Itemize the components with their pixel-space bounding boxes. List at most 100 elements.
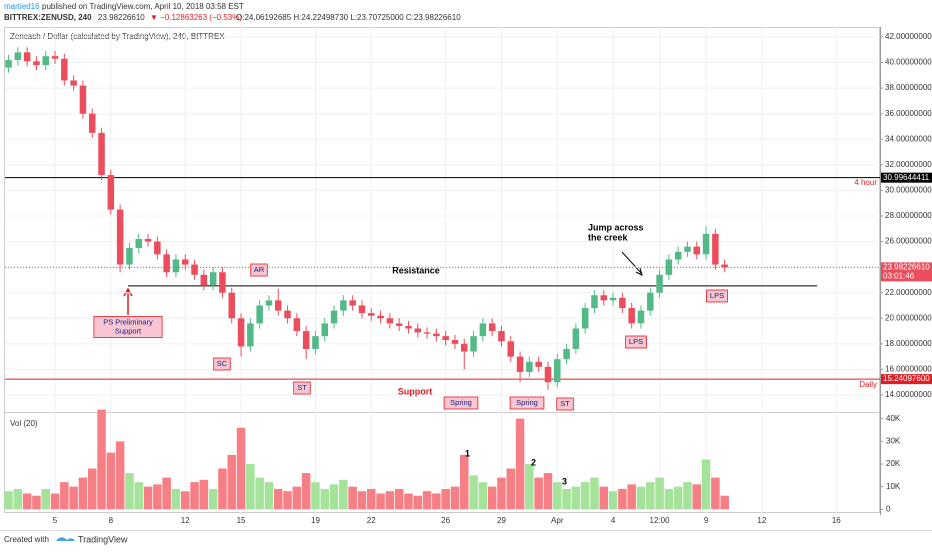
candle-body xyxy=(172,259,180,273)
candle-body xyxy=(600,295,608,301)
candle-body xyxy=(451,340,459,344)
annotation-box xyxy=(706,289,728,303)
y-tick-label: 36.00000000 xyxy=(885,109,932,118)
volume-bar xyxy=(255,477,264,510)
volume-bar xyxy=(525,464,534,510)
candle-body xyxy=(42,56,49,66)
candle-body xyxy=(572,328,580,349)
volume-bar xyxy=(571,486,581,510)
candle-body xyxy=(405,325,412,329)
candle-body xyxy=(702,233,710,255)
annotation-text: Spring xyxy=(516,398,538,407)
volume-bar xyxy=(329,484,339,510)
annotation-box xyxy=(293,381,311,395)
volume-bar xyxy=(283,491,292,510)
candle-body xyxy=(433,333,440,337)
candle-body xyxy=(647,292,654,311)
volume-bar xyxy=(301,473,311,510)
candle-body xyxy=(628,308,635,324)
volume-bar xyxy=(218,468,227,510)
volume-bar xyxy=(441,488,450,510)
y-tick-label: 22.00000000 xyxy=(885,288,932,297)
footer-created: Created with xyxy=(4,535,49,544)
candle-body xyxy=(181,259,189,265)
candle-body xyxy=(637,310,645,324)
candle-body xyxy=(386,318,394,324)
y-tick-label: 28.00000000 xyxy=(885,211,932,220)
candle-body xyxy=(293,318,301,332)
candle-body xyxy=(274,300,282,311)
volume-bar xyxy=(534,477,543,510)
volume-bar xyxy=(208,488,218,510)
candle-body xyxy=(526,361,533,372)
candle-body xyxy=(265,300,273,306)
x-tick-label: 12:00 xyxy=(650,516,671,525)
candle-body xyxy=(284,310,291,319)
footer-brand: TradingView xyxy=(78,534,128,544)
candle-body xyxy=(535,361,542,367)
candle-body xyxy=(228,292,236,319)
volume-bar xyxy=(227,454,237,510)
volume-bar xyxy=(720,495,729,510)
volume-bar xyxy=(4,491,13,510)
volume-bar xyxy=(422,491,432,510)
annotation-text: LPS xyxy=(629,337,643,346)
candle-body xyxy=(70,80,77,86)
y-tick-label: 42.00000000 xyxy=(885,32,932,41)
vol-tick-label: 40K xyxy=(886,414,901,423)
volume-bar xyxy=(171,488,181,510)
x-tick-label: 15 xyxy=(237,516,246,525)
candle-body xyxy=(423,332,431,334)
x-tick-label: 16 xyxy=(832,516,841,525)
x-tick-label: Apr xyxy=(551,516,564,525)
volume-bar xyxy=(50,493,60,510)
note-text: the creek xyxy=(588,232,629,242)
vol-tick-label: 20K xyxy=(886,459,901,468)
candle-body xyxy=(14,52,22,60)
candle-body xyxy=(674,251,682,260)
annotation-box xyxy=(556,397,574,411)
y-tick-label: 18.00000000 xyxy=(885,339,932,348)
volume-bar xyxy=(69,486,78,510)
annotation-text: ST xyxy=(297,383,307,392)
volume-bar xyxy=(41,488,50,510)
volume-bar xyxy=(115,441,125,510)
candle-body xyxy=(98,132,105,176)
volume-bar xyxy=(273,488,283,510)
candle-body xyxy=(247,323,254,347)
candle-body xyxy=(51,56,59,59)
volume-bar xyxy=(264,482,274,510)
candle-body xyxy=(414,328,422,333)
volume-bar xyxy=(692,484,702,510)
level-name: Daily xyxy=(859,380,877,389)
candle-body xyxy=(591,295,598,309)
candle-body xyxy=(116,209,124,265)
candle-body xyxy=(23,52,31,62)
candle-body xyxy=(488,323,496,332)
x-tick-label: 26 xyxy=(441,516,450,525)
author[interactable]: martied16 xyxy=(4,2,40,11)
candle-body xyxy=(321,323,329,337)
jump-arrow xyxy=(621,251,643,276)
volume-bar xyxy=(236,427,246,510)
note-text: 3 xyxy=(562,476,567,486)
volume-bar xyxy=(87,468,97,510)
volume-bar xyxy=(125,473,134,510)
candle-body xyxy=(340,300,347,311)
y-tick-label: 14.00000000 xyxy=(885,390,932,399)
volume-bar xyxy=(413,495,423,510)
volume-bar xyxy=(311,482,320,510)
vol-tick-label: 0 xyxy=(886,504,891,513)
volume-bar xyxy=(97,409,106,510)
volume-bar xyxy=(543,473,553,510)
level-label: 15.24097600 xyxy=(883,374,930,383)
y-tick-label: 32.00000000 xyxy=(885,160,932,169)
volume-bar xyxy=(515,418,525,510)
candle-body xyxy=(144,238,152,242)
candle-body xyxy=(461,343,468,352)
volume-bar xyxy=(599,486,609,510)
volume-bar xyxy=(553,482,562,510)
volume-bar xyxy=(60,482,69,510)
volume-bar xyxy=(404,493,413,510)
